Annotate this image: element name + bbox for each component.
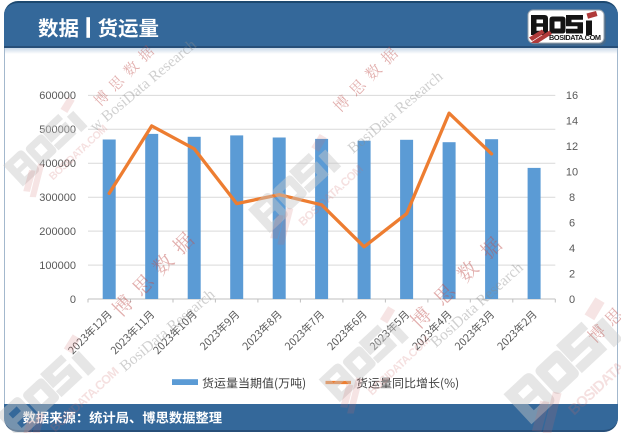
svg-text:0: 0 [569, 294, 575, 306]
svg-text:10: 10 [566, 167, 578, 179]
svg-text:BosiData Research: BosiData Research [345, 68, 447, 157]
svg-text:500000: 500000 [39, 124, 76, 136]
svg-text:w BosiData Research: w BosiData Research [87, 36, 200, 135]
svg-text:600000: 600000 [39, 90, 76, 102]
svg-text:BOSIDATA.COM: BOSIDATA.COM [549, 33, 601, 42]
svg-text:14: 14 [566, 116, 578, 128]
svg-text:200000: 200000 [39, 226, 76, 238]
svg-text:400000: 400000 [39, 158, 76, 170]
svg-text:BosiData Research: BosiData Research [427, 259, 527, 351]
svg-text:6: 6 [569, 218, 575, 230]
svg-text:8: 8 [569, 192, 575, 204]
svg-text:12: 12 [566, 141, 578, 153]
svg-text:2: 2 [569, 268, 575, 280]
svg-text:4: 4 [569, 243, 575, 255]
svg-text:0: 0 [70, 294, 76, 306]
svg-text:100000: 100000 [39, 260, 76, 272]
svg-text:300000: 300000 [39, 192, 76, 204]
svg-text:16: 16 [566, 90, 578, 102]
